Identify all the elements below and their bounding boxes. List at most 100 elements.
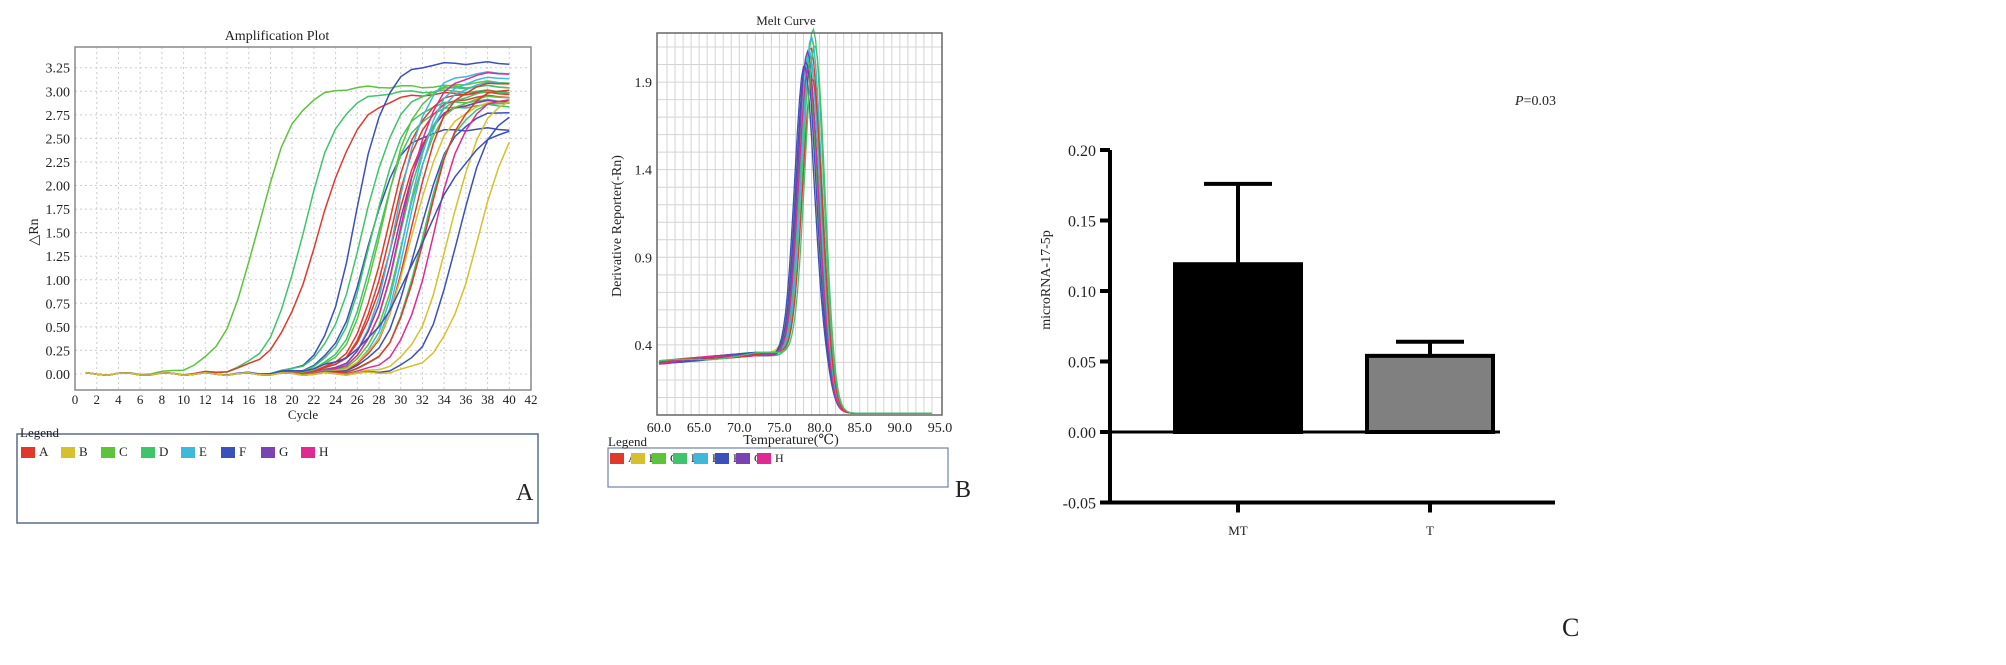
x-tick-label: 38 [481,392,494,407]
x-tick-label: 6 [137,392,144,407]
legend-item-a: A [21,444,48,460]
y-tick-label: 2.50 [46,132,71,147]
legend-swatch [757,453,771,464]
x-tick-label: 16 [242,392,256,407]
x-tick-label: 28 [373,392,386,407]
y-tick-label: 3.00 [46,85,71,100]
legend-swatch [181,446,195,458]
x-tick-label: 24 [329,392,343,407]
legend-swatch [694,453,708,464]
bar-mt [1173,262,1303,434]
x-tick-label: 95.0 [928,421,953,436]
x-tick-label: 26 [351,392,365,407]
legend-label: H [775,451,784,465]
amplification-curve-E [85,76,510,377]
bar-chart-marks [1173,181,1495,434]
legend-swatch [631,453,645,464]
x-tick-label: 80.0 [807,421,832,436]
bar-t [1365,353,1495,434]
y-tick-label: 0.05 [1068,355,1096,372]
y-tick-label: -0.05 [1063,496,1096,513]
melt-legend-box [607,447,949,488]
y-tick-label: 0.20 [1068,143,1096,160]
bar-chart-axes: 0.20 0.15 0.10 0.05 0.00 -0.05 MT T [1063,143,1555,538]
x-tick-label: 18 [264,392,277,407]
y-tick-label: 1.4 [635,164,653,179]
legend-swatch [673,453,687,464]
melt-grid [657,33,942,415]
y-tick-label: 2.00 [46,180,71,195]
legend-item-b: B [61,444,88,460]
y-tick-label: 1.25 [46,250,71,265]
melt-title: Melt Curve [756,13,816,28]
x-tick-label: 85.0 [847,421,872,436]
x-tick-label: 8 [159,392,166,407]
amplification-ylabel: △Rn [27,218,42,245]
x-tick-label: 70.0 [727,421,752,436]
legend-swatch [221,446,235,458]
legend-swatch [141,446,155,458]
y-tick-label: 1.75 [46,203,71,218]
legend-swatch [101,446,115,458]
melt-ylabel: Derivative Reporter(-Rn) [610,155,625,297]
y-tick-label: 1.50 [46,227,71,242]
x-tick-label: 0 [72,392,79,407]
amplification-legend-title: Legend [20,425,59,440]
amplification-ticks: 0 2 4 6 8 10 12 14 16 18 20 22 24 26 28 30 32 34 36 38 40 420… [46,62,538,407]
legend-label: H [319,444,329,459]
x-tick-label: 40 [503,392,516,407]
panel-label-b: B [955,477,971,503]
x-tick-label: 10 [177,392,190,407]
y-tick-label: 0.75 [46,297,71,312]
y-tick-label: 1.00 [46,274,71,289]
p-value: P=0.03 [1514,94,1556,109]
x-tick-label: 36 [459,392,473,407]
melt-ticks: 60.0 65.0 70.0 75.0 80.0 85.0 90.0 95.0 0.4 0.9 1.… [635,76,953,436]
x-tick-label: 34 [438,392,452,407]
legend-item-h: H [757,451,784,466]
legend-swatch [652,453,666,464]
amplification-xlabel: Cycle [288,407,319,422]
legend-swatch [21,446,35,458]
x-tick-label: T [1426,523,1434,538]
amplification-legend-box [16,433,539,524]
legend-swatch [261,446,275,458]
amplification-plot: Amplification Plot 0 2 4 6 8 10 12 14 16 18 20 22 24… [16,29,539,524]
melt-legend-title: Legend [608,434,647,449]
y-tick-label: 0.15 [1068,214,1096,231]
y-tick-label: 0.25 [46,344,71,359]
legend-swatch [715,453,729,464]
x-tick-label: MT [1228,523,1248,538]
legend-label: F [239,444,247,459]
y-tick-label: 2.25 [46,156,71,171]
bar-ylabel: microRNA-17-5p [1039,230,1054,330]
x-tick-label: 65.0 [687,421,712,436]
x-tick-label: 90.0 [888,421,913,436]
x-tick-label: 22 [307,392,320,407]
panel-label-c: C [1562,613,1579,642]
y-tick-label: 0.10 [1068,284,1096,301]
x-tick-label: 32 [416,392,429,407]
legend-item-d: D [141,444,168,460]
x-tick-label: 14 [221,392,235,407]
amplification-curves [85,60,510,377]
x-tick-label: 42 [525,392,538,407]
amplification-curve-B [85,141,510,377]
bar-chart: P=0.03 0.20 0.15 0.10 0.05 0.00 -0.05 MT T micr… [1039,94,1579,642]
legend-label: D [159,444,169,459]
x-tick-label: 4 [115,392,122,407]
amplification-curve-B [85,101,510,377]
melt-frame [656,32,943,416]
x-tick-label: 60.0 [647,421,672,436]
amplification-curve-D [85,102,510,377]
legend-item-h: H [301,444,328,460]
y-tick-label: 0.00 [46,368,71,383]
melt-xlabel: Temperature(℃) [743,433,839,448]
x-tick-label: 30 [394,392,407,407]
y-tick-label: 0.9 [635,251,653,266]
legend-label: E [199,444,207,459]
amplification-curve-C [85,84,510,376]
y-tick-label: 2.75 [46,109,71,124]
amplification-title: Amplification Plot [225,29,330,44]
